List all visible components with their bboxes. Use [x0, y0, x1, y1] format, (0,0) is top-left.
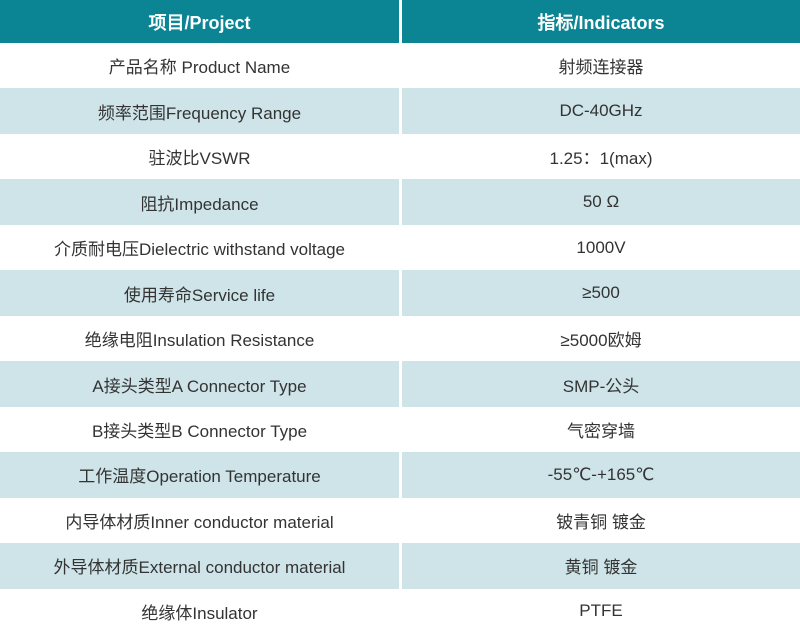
table-body: 产品名称 Product Name 射频连接器 频率范围Frequency Ra… — [0, 43, 800, 634]
project-cell: 内导体材质Inner conductor material — [0, 497, 399, 544]
table-row: 频率范围Frequency Range DC-40GHz — [0, 88, 800, 134]
indicator-cell: 50 Ω — [402, 179, 800, 225]
indicator-cell: 气密穿墙 — [402, 406, 800, 453]
indicator-cell: -55℃-+165℃ — [402, 452, 800, 498]
project-cell: 外导体材质External conductor material — [0, 543, 399, 589]
table-row: 外导体材质External conductor material 黄铜 镀金 — [0, 543, 800, 589]
column-divider — [399, 361, 402, 407]
table-row: 阻抗Impedance 50 Ω — [0, 179, 800, 225]
table-row: B接头类型B Connector Type 气密穿墙 — [0, 406, 800, 453]
table-row: A接头类型A Connector Type SMP-公头 — [0, 361, 800, 407]
column-divider — [399, 88, 402, 134]
column-divider — [399, 452, 402, 498]
project-cell: 产品名称 Product Name — [0, 43, 399, 89]
table-row: 产品名称 Product Name 射频连接器 — [0, 43, 800, 89]
project-cell: 介质耐电压Dielectric withstand voltage — [0, 224, 399, 271]
project-cell: 工作温度Operation Temperature — [0, 452, 399, 498]
table-row: 介质耐电压Dielectric withstand voltage 1000V — [0, 224, 800, 271]
indicator-cell: 黄铜 镀金 — [402, 543, 800, 589]
table-row: 绝缘电阻Insulation Resistance ≥5000欧姆 — [0, 315, 800, 362]
project-cell: 绝缘体Insulator — [0, 588, 399, 634]
table-row: 绝缘体Insulator PTFE — [0, 588, 800, 634]
header-project: 项目/Project — [0, 0, 399, 43]
column-divider — [399, 315, 402, 362]
project-cell: 使用寿命Service life — [0, 270, 399, 316]
project-cell: 频率范围Frequency Range — [0, 88, 399, 134]
column-divider — [399, 179, 402, 225]
project-cell: 绝缘电阻Insulation Resistance — [0, 315, 399, 362]
indicator-cell: 铍青铜 镀金 — [402, 497, 800, 544]
column-divider — [399, 497, 402, 544]
indicator-cell: ≥5000欧姆 — [402, 315, 800, 362]
column-divider — [399, 406, 402, 453]
project-cell: A接头类型A Connector Type — [0, 361, 399, 407]
project-cell: 驻波比VSWR — [0, 133, 399, 180]
column-divider — [399, 133, 402, 180]
column-divider — [399, 543, 402, 589]
table-row: 驻波比VSWR 1.25：1(max) — [0, 133, 800, 180]
project-cell: 阻抗Impedance — [0, 179, 399, 225]
table-header-row: 项目/Project 指标/Indicators — [0, 0, 800, 43]
table-row: 工作温度Operation Temperature -55℃-+165℃ — [0, 452, 800, 498]
table-row: 内导体材质Inner conductor material 铍青铜 镀金 — [0, 497, 800, 544]
indicator-cell: 射频连接器 — [402, 43, 800, 89]
indicator-cell: SMP-公头 — [402, 361, 800, 407]
column-divider — [399, 43, 402, 89]
column-divider — [399, 270, 402, 316]
header-indicators: 指标/Indicators — [402, 0, 800, 43]
indicator-cell: PTFE — [402, 588, 800, 634]
table-row: 使用寿命Service life ≥500 — [0, 270, 800, 316]
project-cell: B接头类型B Connector Type — [0, 406, 399, 453]
indicator-cell: 1.25：1(max) — [402, 133, 800, 180]
column-divider — [399, 588, 402, 634]
indicator-cell: ≥500 — [402, 270, 800, 316]
column-divider — [399, 224, 402, 271]
column-divider — [399, 0, 402, 43]
indicator-cell: 1000V — [402, 224, 800, 271]
indicator-cell: DC-40GHz — [402, 88, 800, 134]
